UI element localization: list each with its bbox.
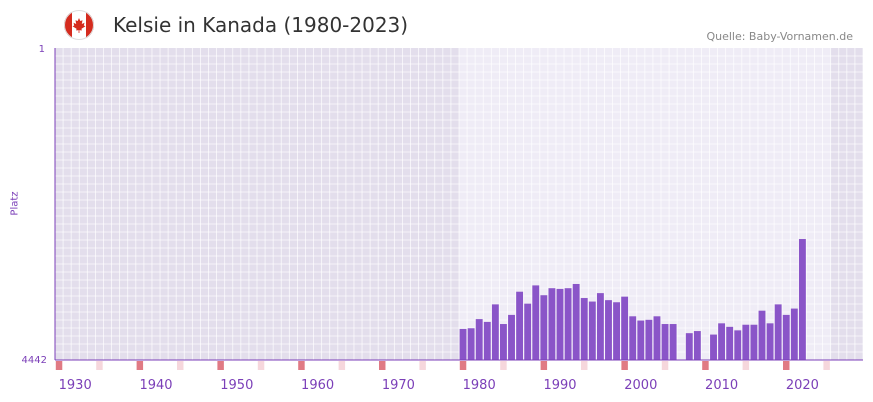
bar bbox=[669, 324, 677, 360]
bar bbox=[572, 283, 580, 360]
half-decade-marker bbox=[500, 361, 507, 370]
bar bbox=[710, 334, 717, 360]
bar bbox=[685, 333, 693, 360]
bar bbox=[467, 328, 475, 360]
x-tick-label: 1990 bbox=[543, 378, 576, 393]
half-decade-marker bbox=[257, 361, 265, 370]
bar bbox=[653, 316, 661, 360]
bar bbox=[491, 304, 499, 360]
bar bbox=[596, 293, 604, 360]
bar bbox=[532, 285, 540, 360]
decade-marker bbox=[55, 361, 63, 370]
bar bbox=[475, 319, 483, 360]
bar bbox=[726, 326, 734, 360]
chart-title: Kelsie in Kanada (1980-2023) bbox=[113, 13, 409, 37]
bar bbox=[524, 303, 532, 360]
bar bbox=[645, 319, 653, 360]
half-decade-marker bbox=[823, 361, 830, 370]
bar bbox=[580, 298, 588, 360]
x-tick-label: 1980 bbox=[463, 378, 496, 393]
x-tick-label: 1940 bbox=[139, 378, 172, 393]
bar bbox=[758, 310, 766, 360]
bar bbox=[516, 291, 524, 360]
bar bbox=[459, 328, 467, 360]
decade-marker bbox=[217, 361, 224, 370]
decade-marker bbox=[540, 361, 548, 370]
bar bbox=[790, 308, 798, 360]
bar bbox=[540, 295, 548, 360]
bar bbox=[588, 301, 596, 360]
bar bbox=[661, 324, 669, 360]
half-decade-marker bbox=[419, 361, 426, 370]
bar bbox=[629, 316, 637, 360]
decade-marker bbox=[298, 361, 305, 370]
decade-marker bbox=[702, 361, 709, 370]
bar bbox=[556, 288, 564, 360]
bar bbox=[798, 239, 806, 360]
x-tick-label: 1930 bbox=[59, 378, 92, 393]
x-tick-label: 2010 bbox=[705, 378, 738, 393]
bar bbox=[782, 314, 790, 360]
bar bbox=[718, 323, 726, 360]
x-tick-label: 1950 bbox=[220, 378, 253, 393]
bar bbox=[766, 323, 774, 360]
bar bbox=[548, 288, 556, 360]
bar bbox=[742, 324, 750, 360]
decade-marker bbox=[783, 361, 790, 370]
bar bbox=[483, 321, 491, 360]
bar bbox=[637, 320, 645, 360]
bar bbox=[605, 300, 612, 360]
bar bbox=[774, 304, 782, 360]
decade-marker bbox=[136, 361, 144, 370]
x-tick-label: 2000 bbox=[624, 378, 657, 393]
bar bbox=[693, 331, 701, 360]
y-tick-label: 1 bbox=[39, 44, 45, 55]
x-tick-label: 1960 bbox=[301, 378, 334, 393]
bar bbox=[621, 296, 629, 360]
decade-marker bbox=[459, 361, 467, 370]
x-tick-label: 1970 bbox=[382, 378, 415, 393]
bar bbox=[508, 314, 515, 360]
half-decade-marker bbox=[742, 361, 750, 370]
half-decade-marker bbox=[338, 361, 346, 370]
source-label: Quelle: Baby-Vornamen.de bbox=[706, 30, 853, 43]
half-decade-marker bbox=[661, 361, 669, 370]
half-decade-marker bbox=[177, 361, 184, 370]
x-tick-label: 2020 bbox=[786, 378, 819, 393]
canada-flag-icon bbox=[64, 10, 94, 40]
decade-marker bbox=[379, 361, 386, 370]
bar bbox=[500, 324, 507, 360]
half-decade-marker bbox=[581, 361, 588, 370]
half-decade-marker bbox=[96, 361, 103, 370]
bar bbox=[564, 288, 572, 360]
bar bbox=[750, 324, 758, 360]
bar bbox=[613, 302, 620, 360]
y-tick-label: 4442 bbox=[22, 355, 47, 366]
bar bbox=[734, 330, 742, 360]
decade-marker bbox=[621, 361, 628, 370]
